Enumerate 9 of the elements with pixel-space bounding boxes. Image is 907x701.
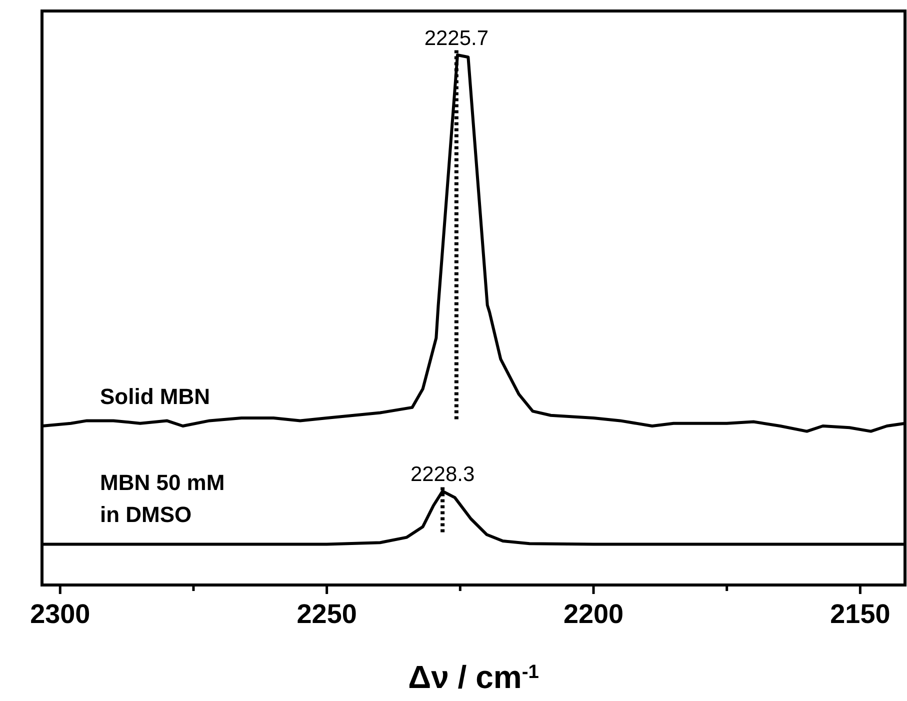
- ref-line-label: 2228.3: [410, 463, 475, 486]
- series-label: Solid MBN: [100, 384, 210, 409]
- ref-line-label: 2225.7: [424, 26, 489, 50]
- x-tick-label: 2300: [30, 599, 90, 629]
- x-tick-label: 2200: [563, 599, 624, 629]
- x-tick-label: 2250: [296, 599, 357, 629]
- series-label: MBN 50 mM in DMSO: [100, 470, 225, 528]
- x-tick-label: 2150: [830, 599, 890, 629]
- x-axis-title: Δν / cm$^{-1}$: [408, 659, 540, 695]
